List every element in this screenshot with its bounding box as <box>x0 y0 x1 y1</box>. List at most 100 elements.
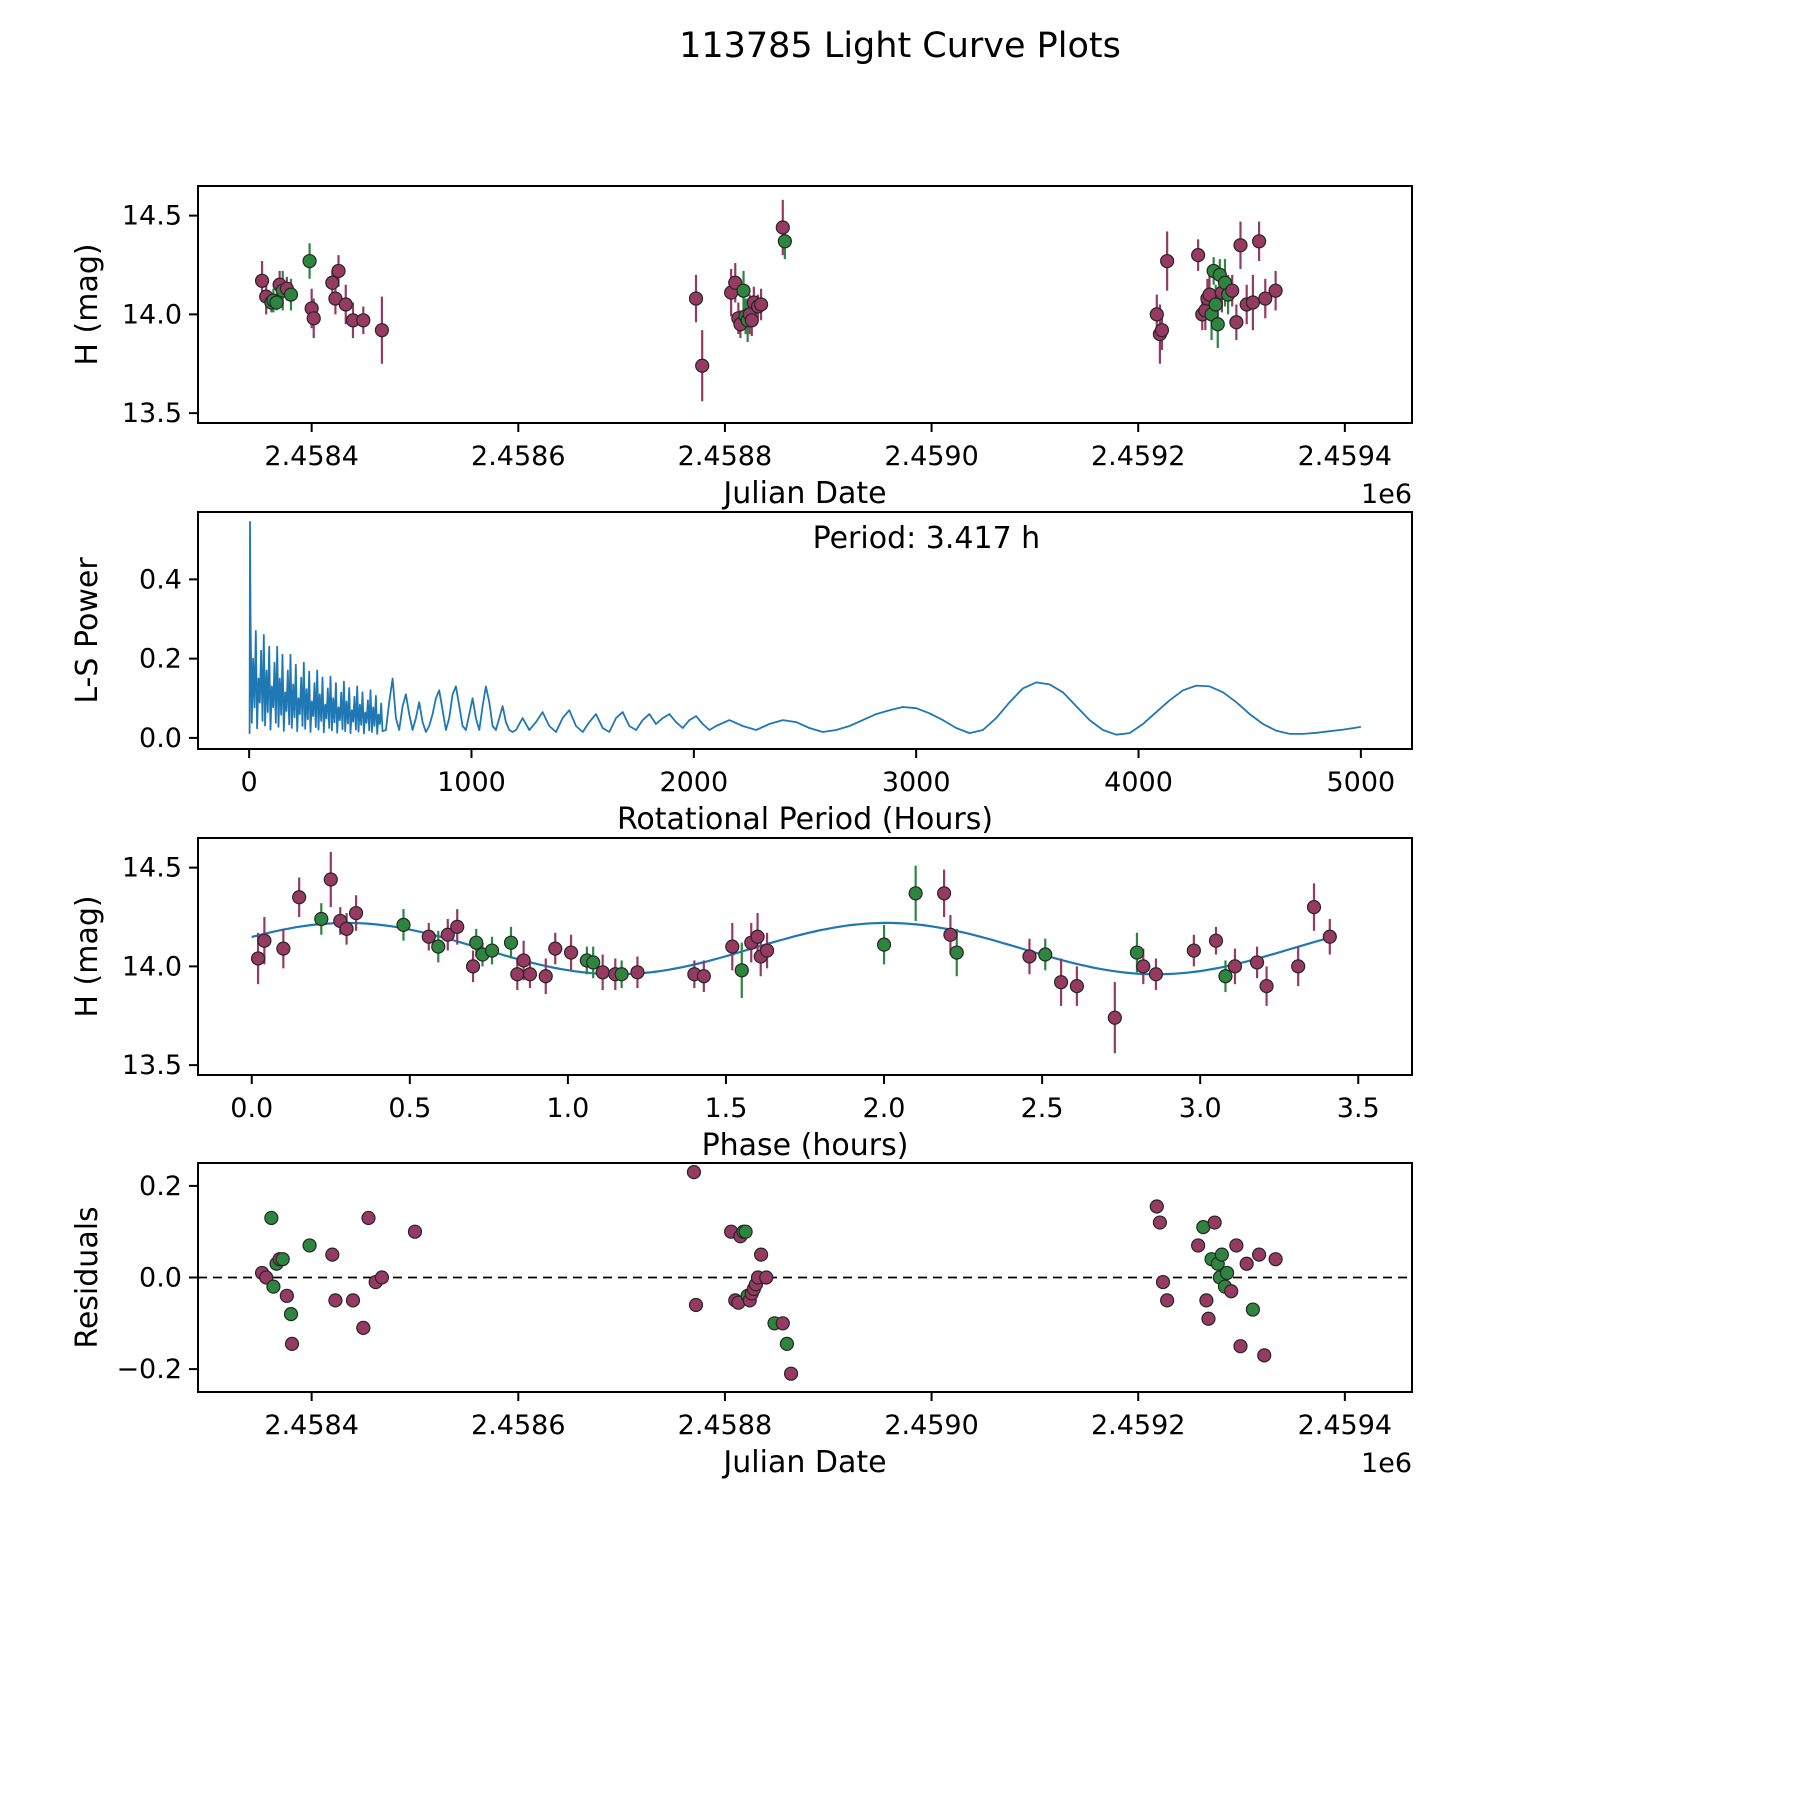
data-point <box>510 967 525 982</box>
data-point <box>284 1336 300 1352</box>
x-tick-label: 2.4590 <box>884 441 978 472</box>
data-point <box>1129 945 1145 960</box>
data-point <box>1199 1293 1214 1308</box>
data-point <box>302 1238 317 1253</box>
x-tick-label: 2.4584 <box>264 1410 358 1441</box>
data-point <box>696 969 711 984</box>
data-point <box>314 911 329 927</box>
plot-residuals: 2.4584 2.4586 2.4588 2.4590 2.4592 2.4594 −0.2… <box>70 1162 1413 1480</box>
data-point <box>686 1165 702 1180</box>
data-point <box>775 1316 790 1331</box>
x-tick-label: 3.5 <box>1337 1093 1380 1124</box>
data-point <box>744 313 759 328</box>
x-tick-label: 1.5 <box>704 1093 747 1124</box>
data-point <box>1149 1199 1164 1214</box>
data-point <box>325 1247 340 1262</box>
data-point <box>1224 1284 1239 1299</box>
x-axis-label: Rotational Period (Hours) <box>617 802 993 837</box>
data-point <box>1291 959 1306 974</box>
axes-frame <box>197 185 1413 424</box>
data-point <box>1257 1348 1272 1363</box>
data-point <box>1201 1311 1216 1326</box>
x-tick-label: 0 <box>241 767 258 798</box>
data-point <box>1219 1265 1235 1281</box>
data-point <box>1069 979 1084 994</box>
y-axis-label: Residuals <box>70 1206 105 1348</box>
data-point <box>949 945 964 960</box>
x-tick-label: 1000 <box>437 767 506 798</box>
y-tick-label: 0.0 <box>139 1263 182 1294</box>
axis-offset-label: 1e6 <box>1361 1448 1412 1479</box>
data-point <box>421 929 436 944</box>
data-point <box>484 943 500 958</box>
y-tick-label: 0.2 <box>139 644 182 675</box>
x-tick-label: 5000 <box>1327 767 1396 798</box>
data-point <box>614 967 629 982</box>
x-tick-label: 2.4594 <box>1298 441 1392 472</box>
data-point <box>1214 1247 1229 1262</box>
x-tick-label: 0.5 <box>388 1093 431 1124</box>
data-point <box>361 1210 376 1226</box>
data-point <box>1306 900 1322 915</box>
data-point <box>725 939 740 954</box>
data-point <box>1225 283 1240 298</box>
data-point <box>538 969 553 984</box>
data-point <box>292 890 307 905</box>
data-point <box>345 1293 361 1308</box>
x-tick-label: 2.4588 <box>678 1410 772 1441</box>
data-point <box>325 275 340 290</box>
x-tick-label: 2.4586 <box>471 441 565 472</box>
x-tick-label: 2.4586 <box>471 1410 565 1441</box>
y-tick-label: 0.4 <box>139 564 182 595</box>
x-axis-label: Julian Date <box>721 476 886 511</box>
data-point <box>1149 307 1164 322</box>
data-point <box>1245 1302 1260 1317</box>
data-point <box>431 939 446 954</box>
data-point <box>1268 1252 1283 1267</box>
data-point <box>283 287 299 302</box>
data-point <box>1191 1238 1206 1253</box>
data-point <box>1160 253 1175 269</box>
axes-frame <box>197 511 1413 750</box>
data-point <box>522 967 538 982</box>
data-point <box>440 927 455 942</box>
data-point <box>777 234 792 249</box>
x-tick-label: 2.4584 <box>264 441 358 472</box>
data-point <box>266 1279 281 1294</box>
data-point <box>1233 1339 1248 1354</box>
data-point <box>302 253 317 269</box>
data-point <box>1322 929 1337 944</box>
data-point <box>688 1297 704 1313</box>
data-point <box>1218 969 1233 984</box>
data-point <box>407 1224 423 1239</box>
data-point <box>283 1307 299 1322</box>
x-tick-label: 3000 <box>882 767 951 798</box>
data-point <box>1160 1293 1175 1308</box>
data-point <box>753 1247 769 1262</box>
data-point <box>306 311 321 326</box>
data-point <box>563 945 579 960</box>
sinusoid-fit-line <box>251 921 1334 976</box>
data-point <box>276 941 291 956</box>
data-point <box>1154 323 1170 338</box>
data-point <box>1022 949 1037 964</box>
data-point <box>759 943 775 958</box>
y-tick-label: 14.0 <box>122 299 182 330</box>
x-tick-label: 2.4590 <box>884 1410 978 1441</box>
plot-lightcurve: 2.4584 2.4586 2.4588 2.4590 2.4592 2.4594 13.5… <box>70 185 1413 511</box>
data-point <box>339 921 354 936</box>
data-point <box>374 323 390 338</box>
axis-offset-label: 1e6 <box>1361 479 1412 510</box>
data-point <box>331 263 346 279</box>
data-point <box>1107 1010 1122 1025</box>
data-point <box>396 917 411 933</box>
data-point <box>259 1270 274 1285</box>
data-point <box>323 872 338 887</box>
data-point <box>1233 238 1248 253</box>
data-point <box>1038 947 1053 962</box>
y-tick-label: 14.5 <box>122 853 182 884</box>
x-tick-label: 4000 <box>1104 767 1173 798</box>
data-point <box>738 1224 753 1239</box>
